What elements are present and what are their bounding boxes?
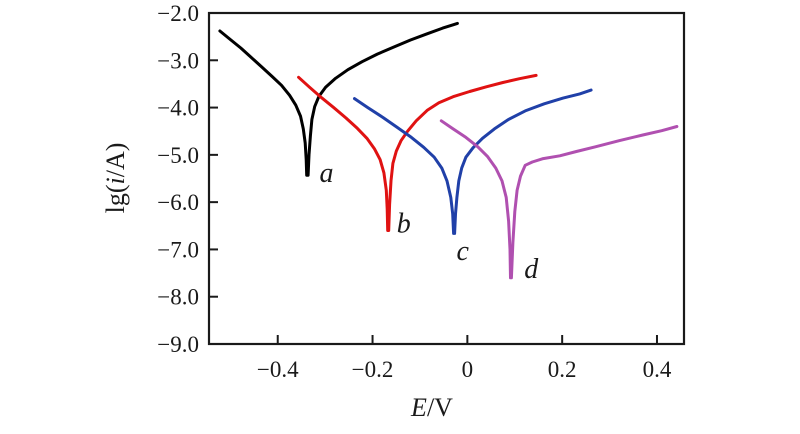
y-tick-label: −6.0	[157, 190, 199, 215]
y-tick-label: −3.0	[157, 48, 199, 73]
curve-label-d: d	[524, 254, 539, 285]
x-tick-label: −0.4	[257, 357, 299, 382]
y-tick-label: −9.0	[157, 332, 199, 357]
x-tick-label: −0.2	[352, 357, 394, 382]
y-tick-label: −8.0	[157, 285, 199, 310]
x-tick-label: 0	[462, 357, 474, 382]
y-tick-label: −2.0	[157, 1, 199, 26]
curve-label-c: c	[456, 236, 469, 267]
curve-c	[353, 88, 593, 235]
y-tick-label: −5.0	[157, 143, 199, 168]
y-axis-label: lg(i/A)	[101, 143, 130, 214]
y-tick-label: −7.0	[157, 237, 199, 262]
curve-d	[439, 119, 679, 280]
y-tick-label: −4.0	[157, 96, 199, 121]
x-axis-label: E/V	[410, 393, 453, 422]
curve-label-b: b	[397, 208, 411, 239]
plot-frame	[207, 11, 686, 346]
curve-label-a: a	[319, 158, 333, 189]
x-tick-label: 0.4	[643, 357, 672, 382]
curve-b	[297, 73, 538, 232]
curve-a	[218, 21, 459, 177]
x-tick-label: 0.2	[548, 357, 577, 382]
